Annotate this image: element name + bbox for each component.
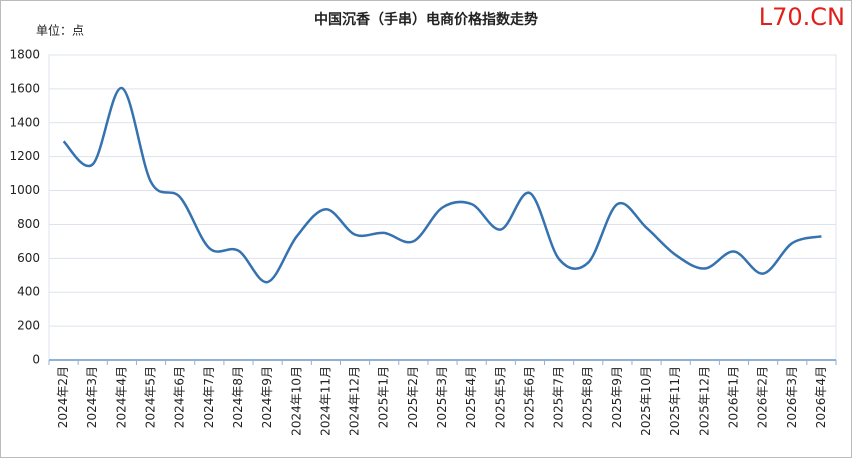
x-tick-label: 2025年4月 — [464, 366, 478, 428]
x-tick-label: 2024年7月 — [202, 366, 216, 428]
x-tick-label: 2024年12月 — [348, 366, 362, 436]
x-tick-label: 2026年3月 — [785, 366, 799, 428]
x-tick-label: 2025年11月 — [668, 366, 682, 436]
y-tick-label: 400 — [17, 285, 40, 299]
y-tick-label: 0 — [32, 353, 40, 367]
y-tick-label: 1000 — [9, 183, 40, 197]
x-tick-label: 2025年2月 — [406, 366, 420, 428]
x-tick-label: 2026年1月 — [726, 366, 740, 428]
x-tick-label: 2025年1月 — [377, 366, 391, 428]
line — [62, 86, 822, 284]
y-tick-label: 600 — [17, 251, 40, 265]
x-tick-label: 2025年5月 — [493, 366, 507, 428]
x-tick-label: 2025年10月 — [639, 366, 653, 436]
chart-title: 中国沉香（手串）电商价格指数走势 — [314, 11, 538, 28]
x-tick-label: 2025年7月 — [552, 366, 566, 428]
x-tick-label: 2024年11月 — [318, 366, 332, 436]
y-tick-label: 1400 — [9, 115, 40, 129]
x-tick-label: 2024年8月 — [231, 366, 245, 428]
x-tick-label: 2024年9月 — [260, 366, 274, 428]
x-tick-label: 2025年12月 — [697, 366, 711, 436]
unit-label: 单位：点 — [36, 23, 84, 38]
x-tick-label: 2026年4月 — [814, 366, 828, 428]
y-tick-label: 1800 — [9, 48, 40, 62]
x-tick-label: 2024年2月 — [56, 366, 70, 428]
y-tick-label: 800 — [17, 217, 40, 231]
x-tick-label: 2025年8月 — [581, 366, 595, 428]
x-tick-label: 2024年6月 — [173, 366, 187, 428]
x-tick-label: 2025年9月 — [610, 366, 624, 428]
x-tick-label: 2025年6月 — [522, 366, 536, 428]
watermark: L70.CN — [759, 3, 845, 31]
x-tick-label: 2024年3月 — [85, 366, 99, 428]
x-tick-label: 2025年3月 — [435, 366, 449, 428]
x-tick-label: 2024年10月 — [289, 366, 303, 436]
y-tick-label: 1200 — [9, 149, 40, 163]
y-tick-label: 200 — [17, 319, 40, 333]
x-tick-label: 2026年2月 — [756, 366, 770, 428]
x-tick-label: 2024年5月 — [144, 366, 158, 428]
x-tick-label: 2024年4月 — [114, 366, 128, 428]
y-tick-label: 1600 — [9, 81, 40, 95]
